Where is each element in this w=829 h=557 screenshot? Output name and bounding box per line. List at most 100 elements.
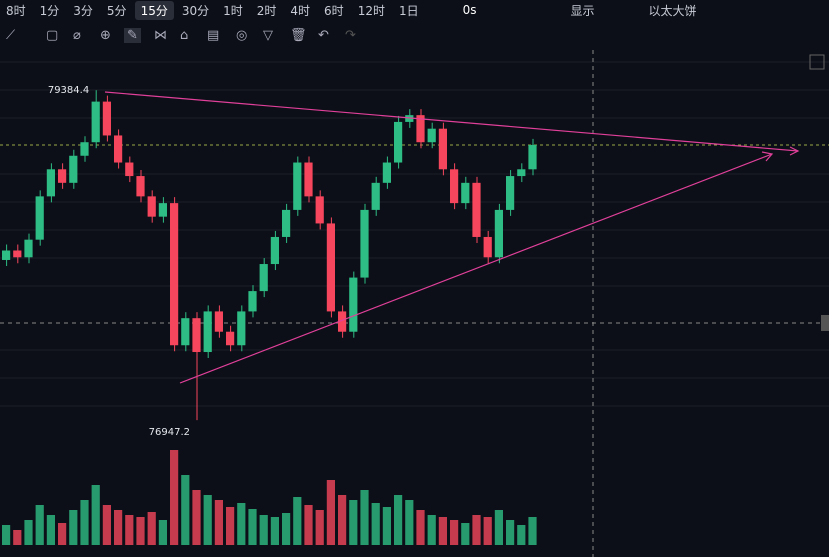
volume-bar	[450, 520, 459, 545]
volume-bar	[517, 525, 526, 545]
volume-bar	[461, 523, 470, 545]
candle	[494, 209, 503, 258]
volume-bar	[338, 495, 347, 545]
candle	[270, 236, 279, 265]
candle	[382, 162, 391, 183]
volume-bar	[203, 495, 212, 545]
volume-bar	[114, 510, 123, 545]
candle	[192, 318, 201, 353]
candle	[461, 182, 470, 204]
volume-bar	[69, 510, 78, 545]
tool[interactable]: ↶	[318, 28, 329, 43]
candle	[349, 277, 358, 332]
user-btn[interactable]: 以太大饼	[648, 3, 697, 18]
interval[interactable]: 5分	[106, 3, 127, 18]
tool[interactable]: ✎	[124, 28, 141, 43]
interval[interactable]: 15分	[134, 0, 174, 20]
candle	[35, 196, 44, 240]
tool[interactable]: 🗑	[290, 28, 307, 43]
tool[interactable]: ◎	[236, 28, 248, 43]
fullscreen-btn[interactable]	[809, 54, 825, 70]
candle	[405, 115, 414, 122]
interval[interactable]: 6时	[324, 3, 344, 18]
volume-bar	[13, 530, 22, 545]
tool[interactable]: ⋈	[154, 28, 167, 43]
volume-bar	[58, 523, 67, 545]
volume-bar	[259, 515, 268, 545]
scale-handle[interactable]	[821, 315, 829, 331]
tool[interactable]: ⌂	[180, 28, 189, 43]
candle	[517, 169, 526, 177]
candle	[360, 209, 369, 278]
candle	[181, 318, 190, 346]
candle	[438, 128, 447, 170]
candle	[394, 121, 403, 163]
volume-bar	[494, 510, 503, 545]
interval[interactable]: 4时	[290, 3, 311, 18]
interval[interactable]: 12时	[357, 3, 385, 18]
volume-bar	[46, 515, 55, 545]
tool[interactable]: ▤	[207, 28, 220, 43]
candle	[304, 162, 313, 197]
interval[interactable]: 1日	[398, 3, 419, 18]
candle	[170, 203, 179, 346]
candle	[203, 311, 212, 353]
interval-bar: 8时 1分 3分 5分 15分 30分 1时 2时 4时 6时 12时 1日 0s 显示 以太大饼	[0, 0, 829, 20]
tool[interactable]: ⊕	[100, 28, 111, 43]
grid	[0, 61, 829, 407]
candle	[136, 176, 145, 197]
interval[interactable]: 30分	[181, 3, 210, 18]
candle	[214, 311, 223, 332]
interval[interactable]: 1时	[223, 3, 243, 18]
candle	[416, 115, 425, 143]
interval[interactable]: 8时	[6, 3, 26, 18]
volume-bar	[35, 505, 44, 545]
candle	[259, 264, 268, 292]
candle	[371, 182, 380, 210]
tool[interactable]: ▢	[46, 28, 59, 43]
candle	[2, 250, 11, 260]
volume-bar	[506, 520, 515, 545]
candle	[24, 239, 33, 258]
candle	[13, 250, 22, 258]
volume-bar	[226, 507, 235, 545]
volume-bar	[349, 500, 358, 545]
candle	[91, 101, 100, 143]
volume-bar	[528, 517, 537, 545]
volume-bar	[192, 490, 201, 545]
volume-bar	[371, 503, 380, 545]
interval[interactable]: 3分	[73, 3, 93, 18]
volume-bar	[125, 515, 134, 545]
interval[interactable]: 2时	[256, 3, 277, 18]
volume-bar	[158, 520, 167, 545]
volume-bar	[416, 510, 425, 545]
candle	[326, 223, 335, 312]
candle	[58, 169, 67, 183]
tool[interactable]: ⟋	[6, 28, 16, 43]
display-btn[interactable]: 显示	[570, 3, 595, 18]
countdown: 0s	[462, 3, 477, 17]
volume-bar	[382, 507, 391, 545]
volume-bar	[427, 515, 436, 545]
volume-bar	[147, 512, 156, 545]
volume-bar	[248, 509, 257, 545]
candle	[46, 169, 55, 197]
volume-bar	[394, 495, 403, 545]
volume-bar	[438, 517, 447, 545]
volume-bar	[360, 490, 369, 545]
candle	[427, 128, 436, 143]
candle	[237, 311, 246, 346]
candle	[338, 311, 347, 332]
volume-bar	[405, 500, 414, 545]
interval[interactable]: 1分	[39, 3, 60, 18]
candle	[506, 176, 515, 210]
volume-bar	[270, 517, 279, 545]
volume-bar	[293, 497, 302, 545]
volume-bar	[136, 517, 145, 545]
tool[interactable]: ⌀	[73, 28, 81, 43]
tool[interactable]: ▽	[263, 28, 273, 43]
drawing-toolbar: ⟋ ▢ ⌀ ⊕ ✎ ⋈ ⌂ ▤ ◎ ▽ 🗑 ↶ ↷	[0, 22, 829, 50]
candle	[315, 196, 324, 224]
candle	[472, 182, 481, 237]
